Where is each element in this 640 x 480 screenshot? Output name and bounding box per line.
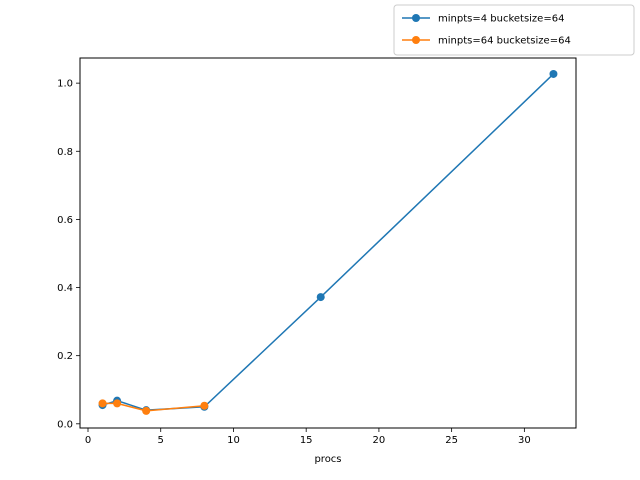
series-line (102, 73, 554, 411)
legend-item: minpts=64 bucketsize=64 (402, 36, 571, 47)
x-tick-label: 10 (227, 435, 240, 446)
series-layer (98, 69, 558, 415)
y-tick-label: 1.0 (57, 79, 73, 90)
y-tick-label: 0.0 (57, 419, 73, 430)
legend-item: minpts=4 bucketsize=64 (402, 14, 564, 25)
x-tick-label: 5 (158, 435, 164, 446)
x-tick-label: 15 (300, 435, 313, 446)
legend-marker (412, 14, 420, 22)
series-1 (98, 69, 558, 415)
data-point (98, 399, 107, 408)
y-tick-label: 0.8 (57, 147, 73, 158)
series-2 (98, 399, 209, 415)
x-tick-label: 25 (445, 435, 458, 446)
data-point (200, 401, 209, 410)
x-axis: 0 5 10 15 20 25 30 (85, 428, 531, 446)
legend-box (393, 4, 635, 56)
data-point (113, 399, 122, 408)
axes-frame (79, 57, 577, 429)
series-line (102, 402, 205, 412)
legend: minpts=4 bucketsize=64 minpts=64 bucketsi… (393, 4, 635, 56)
y-tick-label: 0.2 (57, 351, 73, 362)
data-point (142, 406, 151, 415)
data-point (549, 69, 558, 78)
data-point (316, 293, 325, 302)
x-tick-label: 20 (373, 435, 386, 446)
legend-label: minpts=4 bucketsize=64 (438, 14, 564, 25)
legend-label: minpts=64 bucketsize=64 (438, 36, 571, 47)
x-axis-label: procs (314, 454, 341, 465)
x-tick-label: 30 (518, 435, 531, 446)
y-tick-label: 0.6 (57, 215, 73, 226)
y-axis: 0.0 0.2 0.4 0.6 0.8 1.0 (57, 79, 80, 430)
legend-marker (412, 36, 420, 44)
x-tick-label: 0 (85, 435, 91, 446)
y-tick-label: 0.4 (57, 283, 73, 294)
